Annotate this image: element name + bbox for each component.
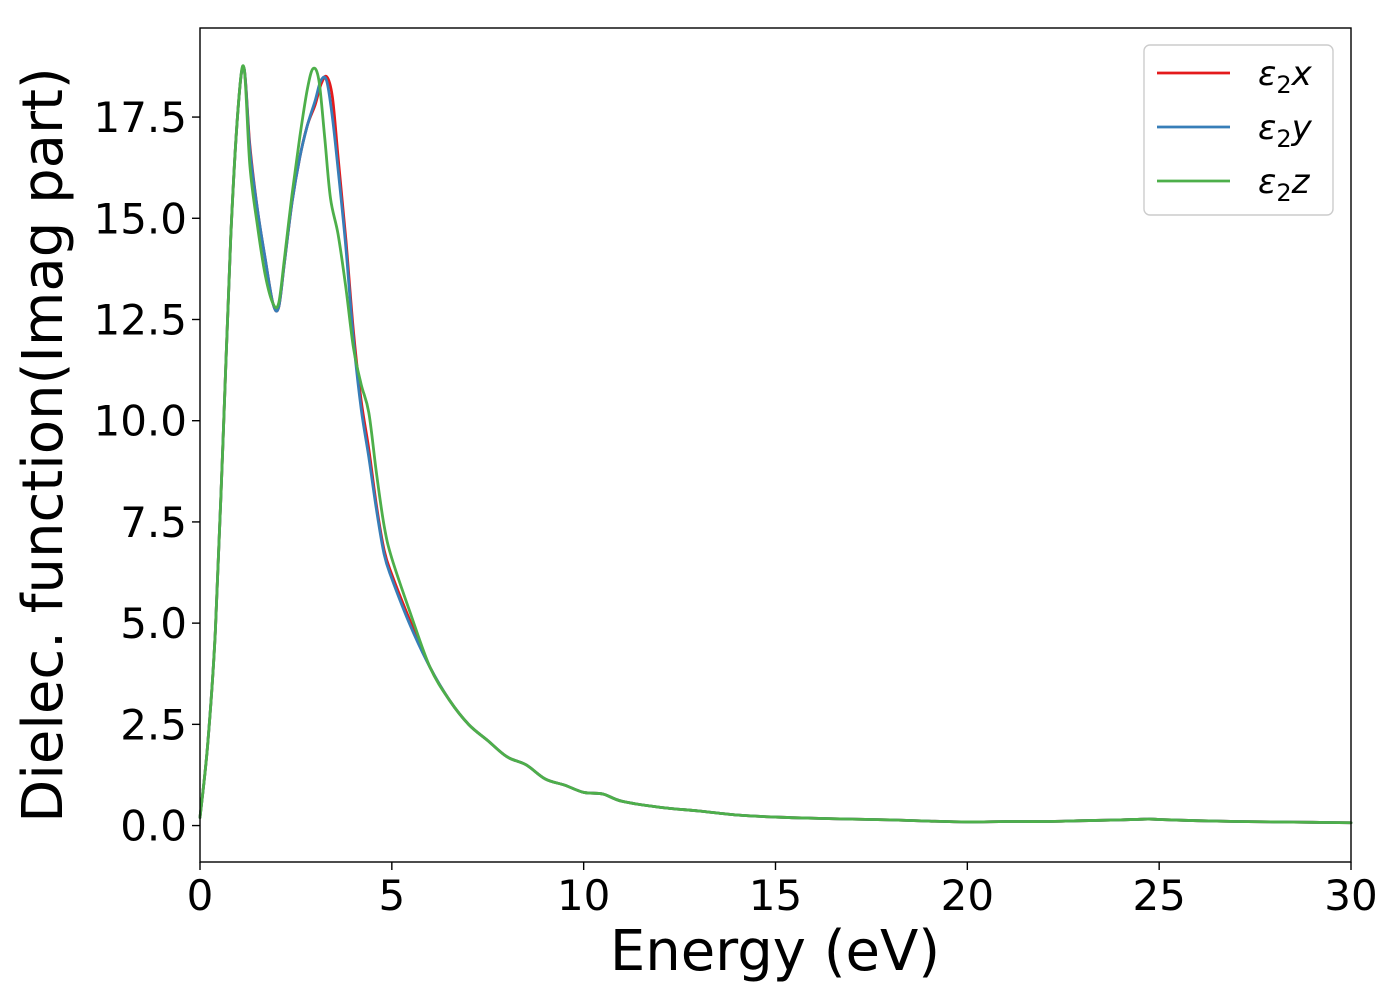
- y-axis: 0.0 2.5 5.0 7.5 10.0 12.5 15.0 17.5: [93, 93, 200, 851]
- y-tick-label: 5.0: [120, 599, 187, 648]
- legend-label-y: ε2y: [1258, 108, 1313, 153]
- x-tick-label: 30: [1324, 871, 1377, 920]
- y-tick-label: 15.0: [93, 194, 187, 243]
- legend-epsilon: ε: [1258, 108, 1276, 148]
- x-axis-label: Energy (eV): [610, 919, 940, 984]
- y-tick-label: 7.5: [120, 498, 187, 547]
- x-tick-label: 0: [187, 871, 214, 920]
- legend-component: x: [1291, 54, 1313, 94]
- legend-epsilon: ε: [1258, 54, 1276, 94]
- y-tick-label: 10.0: [93, 397, 187, 446]
- legend-label-z: ε2z: [1258, 162, 1311, 207]
- y-axis-label: Dielec. function(Imag part): [11, 67, 76, 823]
- legend-component: z: [1291, 162, 1311, 202]
- legend-subscript: 2: [1276, 179, 1291, 207]
- x-tick-label: 15: [749, 871, 802, 920]
- legend-subscript: 2: [1276, 125, 1291, 153]
- x-tick-label: 5: [378, 871, 405, 920]
- y-tick-label: 2.5: [120, 700, 187, 749]
- series-line-z: [198, 64, 1353, 825]
- legend-box: [1143, 44, 1334, 216]
- legend-label-x: ε2x: [1258, 54, 1313, 99]
- y-tick-label: 0.0: [120, 802, 187, 851]
- plot-area: [198, 64, 1353, 825]
- y-tick-label: 17.5: [93, 93, 187, 142]
- x-tick-label: 20: [941, 871, 994, 920]
- x-tick-label: 10: [557, 871, 610, 920]
- legend-epsilon: ε: [1258, 162, 1276, 202]
- x-axis: 0 5 10 15 20 25 30: [187, 862, 1378, 920]
- y-tick-label: 12.5: [93, 295, 187, 344]
- legend-subscript: 2: [1276, 71, 1291, 99]
- legend-component: y: [1291, 108, 1313, 148]
- x-tick-label: 25: [1132, 871, 1185, 920]
